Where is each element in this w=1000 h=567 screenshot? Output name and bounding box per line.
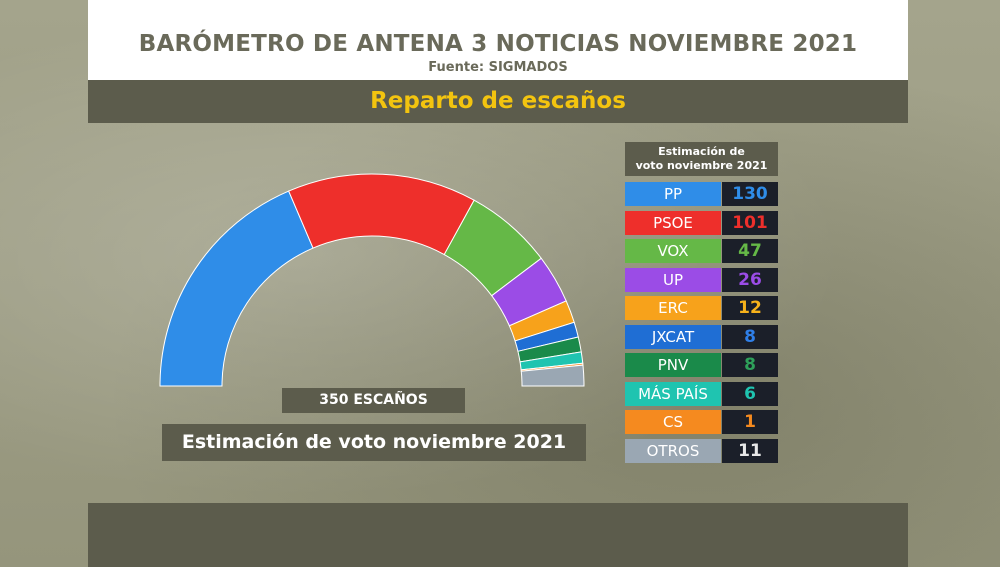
header-panel: BARÓMETRO DE ANTENA 3 NOTICIAS NOVIEMBRE… (88, 0, 908, 80)
legend-value-otros: 11 (722, 438, 778, 463)
legend-label-vox: VOX (625, 239, 721, 263)
bottom-band (88, 503, 908, 567)
legend-row-jxcat: JXCAT 8 (625, 324, 778, 349)
source-label: Fuente: SIGMADOS (428, 60, 568, 75)
chart-subtitle: Reparto de escaños (370, 88, 626, 114)
legend-row-m-s-pa-s: MÁS PAÍS 6 (625, 381, 778, 406)
legend-header-line1: Estimación de (658, 145, 745, 158)
legend-label-pp: PP (625, 182, 721, 206)
total-seats-label: 350 ESCAÑOS (282, 388, 465, 413)
chart-title: BARÓMETRO DE ANTENA 3 NOTICIAS NOVIEMBRE… (138, 31, 858, 57)
legend-label-otros: OTROS (625, 438, 721, 463)
legend-label-pnv: PNV (625, 353, 721, 377)
legend-label-cs: CS (625, 410, 721, 434)
legend-header: Estimación de voto noviembre 2021 (625, 142, 778, 176)
legend-row-psoe: PSOE 101 (625, 210, 778, 235)
slice-psoe (288, 173, 475, 256)
legend-header-line2: voto noviembre 2021 (635, 159, 768, 172)
legend-value-pp: 130 (722, 182, 778, 206)
legend-row-pnv: PNV 8 (625, 353, 778, 377)
legend-value-pnv: 8 (722, 353, 778, 377)
legend-value-vox: 47 (722, 239, 778, 263)
legend-row-vox: VOX 47 (625, 239, 778, 263)
legend-value-jxcat: 8 (722, 324, 778, 349)
subtitle-bar: Reparto de escaños (88, 80, 908, 123)
legend-row-cs: CS 1 (625, 410, 778, 434)
legend-value-up: 26 (722, 267, 778, 292)
estimation-label: Estimación de voto noviembre 2021 (162, 424, 586, 461)
legend-label-erc: ERC (625, 296, 721, 320)
slice-otros (520, 364, 585, 387)
slice-pp (159, 190, 314, 387)
legend-row-otros: OTROS 11 (625, 438, 778, 463)
legend-label-m-s-pa-s: MÁS PAÍS (625, 381, 721, 406)
legend-value-psoe: 101 (722, 210, 778, 235)
legend-value-erc: 12 (722, 296, 778, 320)
legend-row-erc: ERC 12 (625, 296, 778, 320)
legend-label-psoe: PSOE (625, 210, 721, 235)
legend-value-m-s-pa-s: 6 (722, 381, 778, 406)
legend-row-up: UP 26 (625, 267, 778, 292)
legend-row-pp: PP 130 (625, 182, 778, 206)
legend-label-jxcat: JXCAT (625, 324, 721, 349)
legend-label-up: UP (625, 267, 721, 292)
legend-value-cs: 1 (722, 410, 778, 434)
